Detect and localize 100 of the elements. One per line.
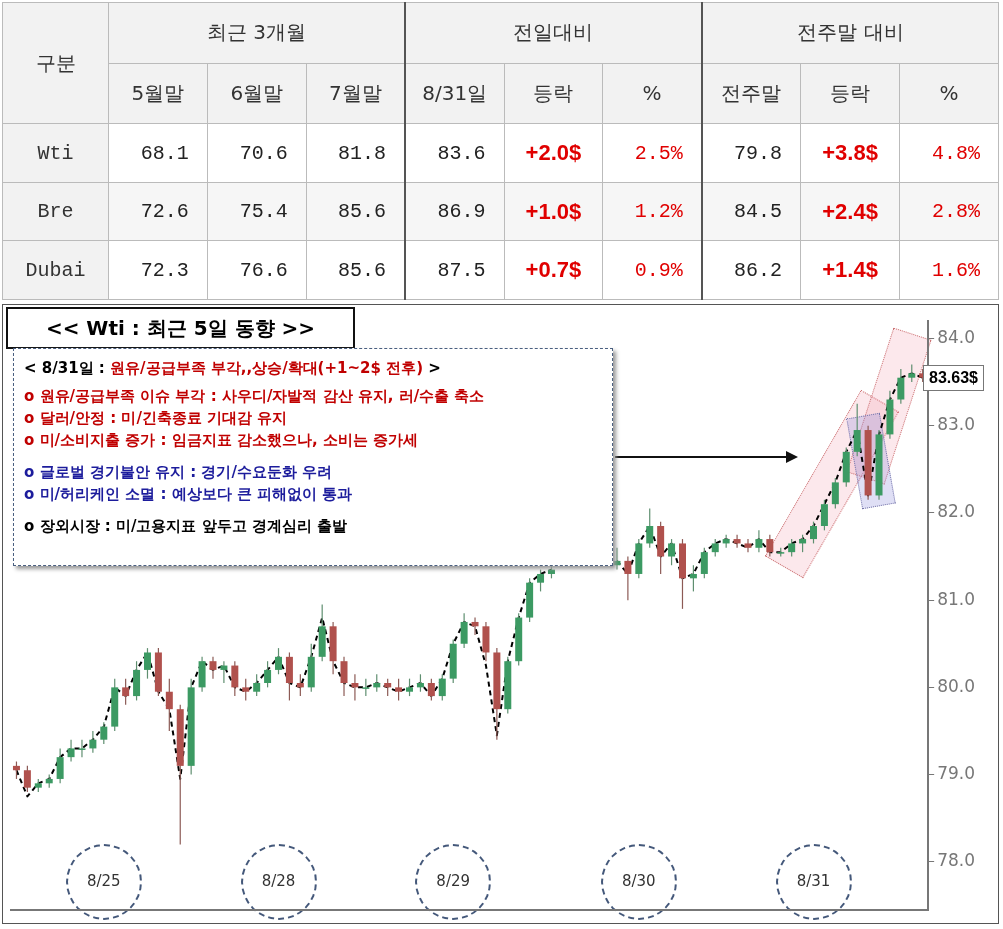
annotation: o 달러/안정 : 미/긴축종료 기대감 유지 [24, 409, 288, 427]
category-label: % [602, 63, 702, 124]
candlestick [820, 499, 828, 531]
candlestick [831, 477, 839, 510]
category-label: 5월말 [108, 63, 208, 124]
category-label: % [899, 63, 999, 124]
y-tick-label: 83.0 [937, 414, 976, 435]
annotation: o 글로벌 경기불안 유지 : 경기/수요둔화 우려 [24, 463, 333, 481]
annotation: o 미/소비지출 증가 : 임금지표 감소했으나, 소비는 증가세 [24, 431, 419, 449]
candlestick [78, 739, 86, 758]
y-tick-label: 78.0 [937, 850, 976, 871]
text: 86.9 [437, 200, 486, 224]
x-tick-label: 8/30 [621, 871, 656, 890]
annotation: 83.63$ [923, 365, 984, 391]
candlestick [89, 730, 97, 754]
candlestick [766, 534, 774, 558]
candlestick [460, 612, 468, 649]
category-label: 8/31일 [405, 63, 504, 124]
text: +1.4$ [822, 257, 878, 283]
text: +3.8$ [822, 140, 878, 165]
text: 2.8% [931, 200, 980, 224]
category-label: Dubai [25, 258, 86, 282]
candlestick [810, 521, 818, 545]
candlestick [67, 739, 75, 763]
text: 75.4 [239, 200, 288, 224]
candlestick [122, 678, 130, 706]
candlestick [700, 547, 708, 579]
y-tick-label: 79.0 [937, 763, 976, 784]
candlestick [209, 656, 217, 680]
text: +2.0$ [525, 140, 582, 165]
candlestick [744, 538, 752, 553]
candlestick [351, 673, 359, 702]
text: 68.1 [140, 141, 189, 165]
category-label: 등락 [504, 63, 603, 124]
annotation: o 장외시장 : 미/고용지표 앞두고 경계심리 출발 [24, 517, 348, 535]
annotation: > [427, 359, 441, 377]
candlestick [395, 678, 403, 702]
category-label: 7월말 [306, 63, 406, 124]
x-tick-label: 8/31 [796, 871, 831, 890]
candlestick [275, 647, 282, 675]
x-tick-label: 8/29 [436, 871, 471, 890]
text: 83.6 [437, 141, 486, 165]
candlestick [755, 529, 763, 553]
text: 85.6 [338, 200, 387, 224]
category-label: 6월말 [207, 63, 307, 124]
candlestick [897, 368, 905, 405]
annotation: < 8/31일 : [24, 359, 105, 377]
candlestick [220, 660, 228, 684]
x-tick-label: 8/25 [86, 871, 121, 890]
text: 1.2% [634, 200, 683, 224]
text: 전일대비 [405, 2, 702, 64]
text: 72.6 [140, 200, 189, 224]
candlestick [264, 660, 272, 688]
candlestick [668, 538, 676, 566]
candlestick [853, 403, 861, 457]
candlestick [100, 721, 108, 745]
text: 84.5 [734, 200, 783, 224]
y-tick-label: 81.0 [937, 588, 976, 609]
category-label: Bre [37, 200, 74, 224]
text: 2.5% [634, 141, 683, 165]
text: 70.6 [239, 141, 288, 165]
candlestick [646, 507, 654, 549]
text: +2.4$ [822, 198, 878, 224]
candlestick [689, 564, 697, 593]
text: +0.7$ [525, 257, 582, 283]
candlestick [23, 765, 31, 793]
y-tick-label: 80.0 [937, 675, 976, 696]
text: +1.0$ [525, 198, 582, 224]
text: 최근 3개월 [108, 2, 406, 64]
candlestick [471, 616, 479, 636]
text: 86.2 [734, 258, 783, 282]
y-tick-label: 84.0 [937, 326, 976, 347]
candlestick [165, 678, 173, 732]
candlestick [340, 656, 348, 697]
candlestick [253, 673, 261, 697]
x-tick-label: 8/28 [261, 871, 296, 890]
candlestick [296, 673, 304, 697]
text: 72.3 [140, 258, 189, 282]
category-label: Wti [37, 141, 74, 165]
title-box: << Wti : 최근 5일 동향 >> [6, 307, 355, 349]
text: 85.6 [338, 258, 387, 282]
candlestick [242, 678, 250, 702]
candlestick [624, 555, 632, 601]
category-label: 등락 [800, 63, 900, 124]
candlestick [733, 534, 741, 549]
candlestick [438, 673, 446, 702]
category-label: 전주말 [701, 63, 801, 124]
text: 87.5 [437, 258, 486, 282]
candlestick [613, 547, 621, 571]
text: 1.6% [931, 258, 980, 282]
text: 구분 [2, 2, 109, 124]
candlestick [427, 678, 435, 702]
candlestick [231, 660, 239, 697]
text: 79.8 [734, 141, 783, 165]
annotation: o 원유/공급부족 이슈 부각 : 사우디/자발적 감산 유지, 러/수출 축소 [24, 387, 485, 405]
annotation: 원유/공급부족 부각,,상승/확대(+1~2$ 전후) [109, 359, 423, 377]
candlestick [56, 747, 64, 784]
text: 0.9% [634, 258, 683, 282]
text: 76.6 [239, 258, 288, 282]
y-tick-label: 82.0 [937, 501, 976, 522]
